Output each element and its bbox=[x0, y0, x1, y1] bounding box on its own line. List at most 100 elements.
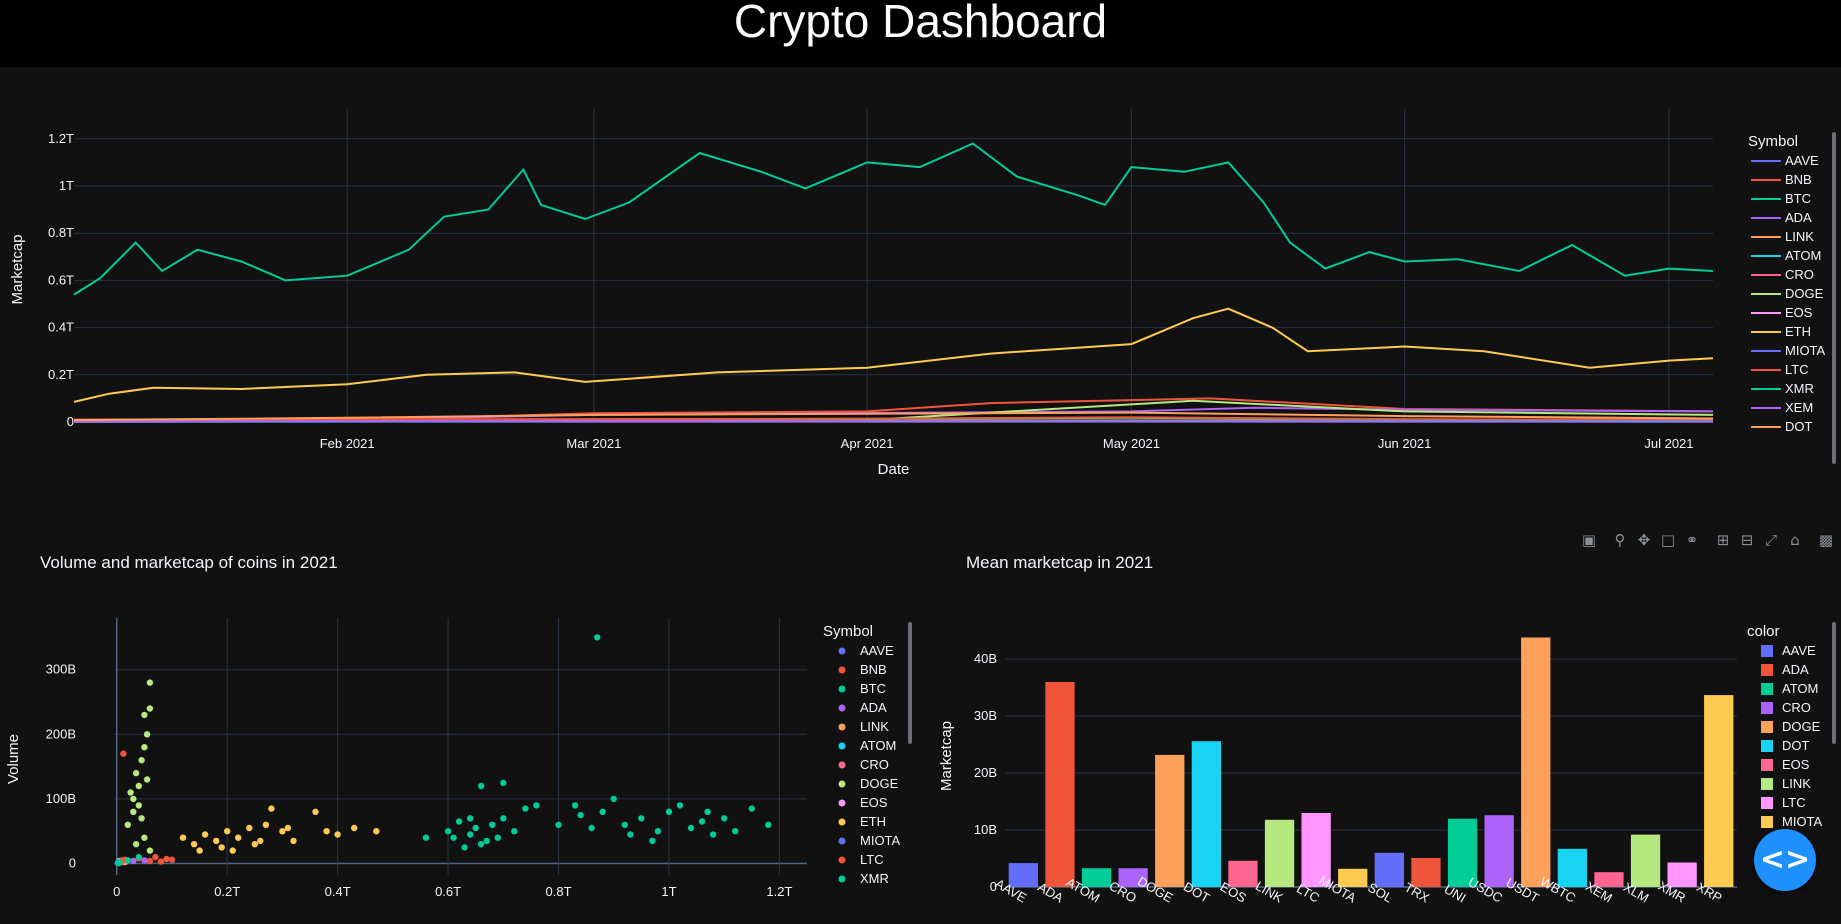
marketcap-line-chart-svg[interactable]: 0 0.2T 0.4T 0.6T 0.8T 1T 1.2T Feb 2021 Mar 2021 A… bbox=[0, 67, 1841, 507]
y-tick-label: 1T bbox=[59, 178, 74, 193]
scatter-point-btc bbox=[594, 634, 601, 641]
scatter-point-btc bbox=[654, 828, 662, 835]
scatter-point-doge bbox=[146, 847, 154, 854]
mean-marketcap-bar-chart-svg[interactable]: Mean marketcap in 2021 0 10B 20B 30B 40B Marke… bbox=[925, 530, 1841, 919]
plotly-logo-icon[interactable]: ▩ bbox=[1818, 531, 1834, 549]
scatter-point-btc bbox=[627, 831, 634, 838]
legend-swatch bbox=[838, 723, 846, 731]
legend-item-cro: CRO bbox=[860, 757, 889, 772]
x-tick-label: Jul 2021 bbox=[1644, 436, 1693, 451]
code-icon[interactable]: <> bbox=[1754, 829, 1816, 891]
scatter-point-btc bbox=[599, 808, 606, 815]
scatter-point-btc bbox=[500, 779, 507, 786]
scatter-point-btc bbox=[489, 821, 496, 828]
scatter-point-btc bbox=[687, 824, 695, 832]
x-tick-label: Feb 2021 bbox=[320, 436, 375, 451]
marketcap-line-chart[interactable]: 0 0.2T 0.4T 0.6T 0.8T 1T 1.2T Feb 2021 Mar 2021 A… bbox=[0, 67, 1841, 507]
camera-icon[interactable]: ▣ bbox=[1581, 531, 1597, 549]
legend-swatch bbox=[838, 761, 846, 769]
bar-dot bbox=[1191, 741, 1221, 887]
bar-link bbox=[1264, 819, 1295, 887]
bar-doge bbox=[1155, 754, 1185, 887]
scatter-point-btc bbox=[709, 831, 717, 838]
volume-scatter-chart[interactable]: Volume and marketcap of coins in 2021 0 10… bbox=[0, 530, 925, 919]
scatter-point-bnb bbox=[163, 855, 170, 863]
bar-aave bbox=[1008, 863, 1038, 887]
y-tick-label: 0.6T bbox=[48, 272, 74, 287]
scatter-point-btc bbox=[483, 837, 490, 845]
scatter-point-btc bbox=[649, 837, 656, 845]
pan-icon[interactable]: ✥ bbox=[1637, 531, 1651, 549]
bar-xem bbox=[1594, 872, 1624, 887]
scatter-point-doge bbox=[132, 769, 140, 777]
legend-swatch bbox=[838, 685, 846, 693]
autoscale-icon[interactable]: ⤢ bbox=[1764, 531, 1777, 549]
scatter-point-eth bbox=[229, 847, 236, 854]
legend-item-atom: ATOM bbox=[860, 738, 896, 753]
bar-xlm bbox=[1630, 834, 1661, 887]
scatter-point-eth bbox=[312, 808, 319, 815]
legend-swatch bbox=[838, 704, 846, 712]
legend-item-link: LINK bbox=[1782, 776, 1811, 791]
legend-scrollbar bbox=[1832, 132, 1836, 464]
legend-swatch bbox=[1761, 797, 1773, 809]
legend-item-miota: MIOTA bbox=[860, 833, 901, 848]
legend-item-bnb: BNB bbox=[860, 662, 887, 677]
zoom-out-icon[interactable]: ⊟ bbox=[1740, 531, 1754, 549]
zoom-in-icon[interactable]: ⊞ bbox=[1716, 531, 1730, 549]
box-select-icon[interactable]: □ bbox=[1660, 531, 1676, 549]
zoom-icon[interactable]: ⚲ bbox=[1614, 531, 1626, 549]
scatter-point-doge bbox=[141, 711, 148, 719]
scatter-point-eth bbox=[284, 824, 292, 832]
scatter-point-doge bbox=[146, 705, 154, 712]
legend-swatch bbox=[838, 837, 846, 845]
y-tick-label: 30B bbox=[974, 708, 997, 723]
legend-item-ltc: LTC bbox=[860, 852, 884, 867]
scatter-point-eth bbox=[196, 847, 203, 854]
y-tick-label: 0 bbox=[990, 879, 997, 894]
scatter-point-xmr bbox=[135, 853, 142, 861]
legend-item-dot: DOT bbox=[1785, 419, 1813, 434]
x-tick-label: 0.8T bbox=[546, 884, 572, 899]
bar-cro bbox=[1118, 868, 1148, 887]
mean-marketcap-bar-chart[interactable]: Mean marketcap in 2021 0 10B 20B 30B 40B Marke… bbox=[925, 530, 1841, 919]
y-tick-label: 300B bbox=[46, 662, 76, 677]
scatter-point-btc bbox=[621, 821, 628, 828]
legend-item-ada: ADA bbox=[860, 700, 887, 715]
scatter-point-eth bbox=[246, 824, 253, 832]
bar-atom bbox=[1081, 868, 1112, 887]
legend-title: Symbol bbox=[823, 623, 873, 640]
scatter-point-doge bbox=[141, 744, 148, 751]
y-tick-label: 20B bbox=[974, 765, 997, 780]
scatter-point-btc bbox=[444, 828, 452, 835]
legend-swatch bbox=[1761, 721, 1773, 733]
scatter-point-doge bbox=[135, 802, 142, 809]
legend-swatch bbox=[838, 875, 846, 883]
legend-item-eth: ETH bbox=[860, 814, 886, 829]
bar-trx bbox=[1411, 858, 1441, 887]
x-tick-label: 0.4T bbox=[325, 884, 351, 899]
scatter-point-btc bbox=[455, 818, 463, 825]
bar-eos bbox=[1228, 860, 1258, 887]
legend-item-aave: AAVE bbox=[1782, 643, 1816, 658]
legend-item-doge: DOGE bbox=[1785, 286, 1824, 301]
y-axis-title: Marketcap bbox=[938, 721, 955, 791]
legend-item-atom: ATOM bbox=[1785, 248, 1821, 263]
y-tick-label: 100B bbox=[46, 791, 76, 806]
y-tick-label: 0 bbox=[69, 856, 76, 871]
series-line-btc bbox=[73, 142, 1714, 296]
scatter-point-btc bbox=[472, 824, 479, 832]
chart-modebar: ▣ ⚲ ✥ □ ⚭ ⊞ ⊟ ⤢ ⌂ ▩ bbox=[1580, 531, 1841, 551]
bar-usdt bbox=[1521, 637, 1551, 887]
bar-ltc bbox=[1301, 813, 1331, 887]
scatter-point-ada bbox=[141, 857, 148, 864]
scatter-point-bnb bbox=[146, 857, 154, 865]
scatter-point-doge bbox=[132, 841, 140, 848]
legend-item-cro: CRO bbox=[1785, 267, 1814, 282]
reset-axes-icon[interactable]: ⌂ bbox=[1790, 531, 1800, 549]
legend-swatch bbox=[838, 742, 846, 750]
lasso-icon[interactable]: ⚭ bbox=[1685, 531, 1699, 549]
volume-scatter-chart-svg[interactable]: Volume and marketcap of coins in 2021 0 10… bbox=[0, 530, 925, 919]
y-tick-label: 200B bbox=[46, 726, 76, 741]
y-tick-label: 40B bbox=[974, 651, 997, 666]
